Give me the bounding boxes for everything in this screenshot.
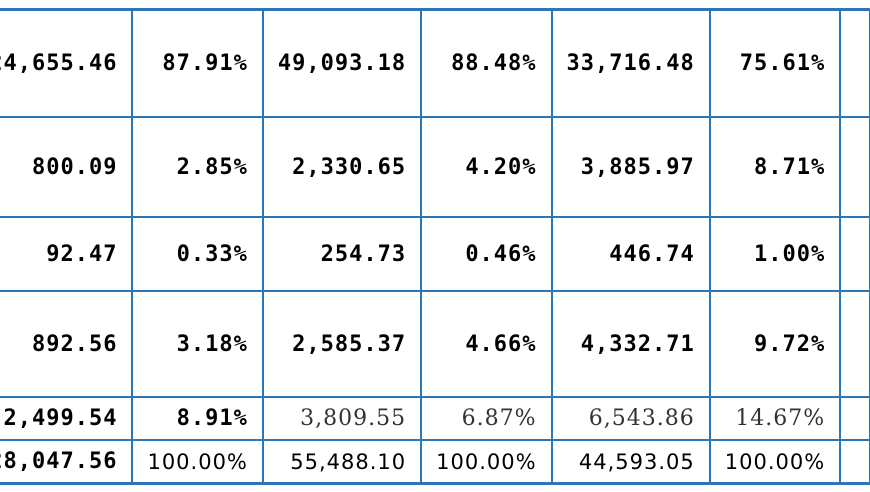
table-cell: 92.47 <box>0 216 134 292</box>
table-cell: 55,488.10 <box>261 439 423 485</box>
table-cell: 44,593.05 <box>550 439 711 485</box>
table-cell: 2.85% <box>131 116 264 218</box>
table-cell: 88.48% <box>420 8 553 118</box>
table-cell-cropped <box>839 439 870 485</box>
table-cell: 254.73 <box>261 216 423 292</box>
financial-table: 124,655.46 87.91% 49,093.18 88.48% 33,71… <box>0 8 870 485</box>
table-cell: 0.33% <box>131 216 264 292</box>
table-cell: 100.00% <box>708 439 842 485</box>
table-cell: 49,093.18 <box>261 8 423 118</box>
table-cell-cropped <box>839 216 870 292</box>
table-cell: 800.09 <box>0 116 134 218</box>
table-row: 2,499.54 8.91% 3,809.55 6.87% 6,543.86 1… <box>0 396 870 441</box>
table-cell: 3,885.97 <box>550 116 711 218</box>
table-cell: 124,655.46 <box>0 8 134 118</box>
table-cell: 4.66% <box>420 290 553 398</box>
table-cell: 3,809.55 <box>261 396 423 441</box>
table-cell: 2,330.65 <box>261 116 423 218</box>
table-cell: 100.00% <box>131 439 264 485</box>
table-cell: 4,332.71 <box>550 290 711 398</box>
table-row: 128,047.56 100.00% 55,488.10 100.00% 44,… <box>0 439 870 485</box>
table-cell: 14.67% <box>708 396 842 441</box>
table-cell: 2,499.54 <box>0 396 134 441</box>
table-cell: 100.00% <box>420 439 553 485</box>
table-cell-cropped <box>839 116 870 218</box>
table-row: 92.47 0.33% 254.73 0.46% 446.74 1.00% <box>0 216 870 292</box>
table-cell: 6.87% <box>420 396 553 441</box>
table-cell: 892.56 <box>0 290 134 398</box>
table-cell: 9.72% <box>708 290 842 398</box>
table-cell-cropped <box>839 396 870 441</box>
table-cell: 446.74 <box>550 216 711 292</box>
table-cell-cropped <box>839 290 870 398</box>
table-cell: 128,047.56 <box>0 439 134 485</box>
table-row: 800.09 2.85% 2,330.65 4.20% 3,885.97 8.7… <box>0 116 870 218</box>
table-cell: 8.91% <box>131 396 264 441</box>
table-cell: 4.20% <box>420 116 553 218</box>
table-cell: 1.00% <box>708 216 842 292</box>
table-row: 124,655.46 87.91% 49,093.18 88.48% 33,71… <box>0 8 870 118</box>
table-cell: 0.46% <box>420 216 553 292</box>
table-cell: 6,543.86 <box>550 396 711 441</box>
table-cell: 2,585.37 <box>261 290 423 398</box>
table-cell: 75.61% <box>708 8 842 118</box>
table-row: 892.56 3.18% 2,585.37 4.66% 4,332.71 9.7… <box>0 290 870 398</box>
table-cell: 8.71% <box>708 116 842 218</box>
table-cell: 33,716.48 <box>550 8 711 118</box>
table-cell: 3.18% <box>131 290 264 398</box>
table-cell: 87.91% <box>131 8 264 118</box>
table-cell-cropped <box>839 8 870 118</box>
